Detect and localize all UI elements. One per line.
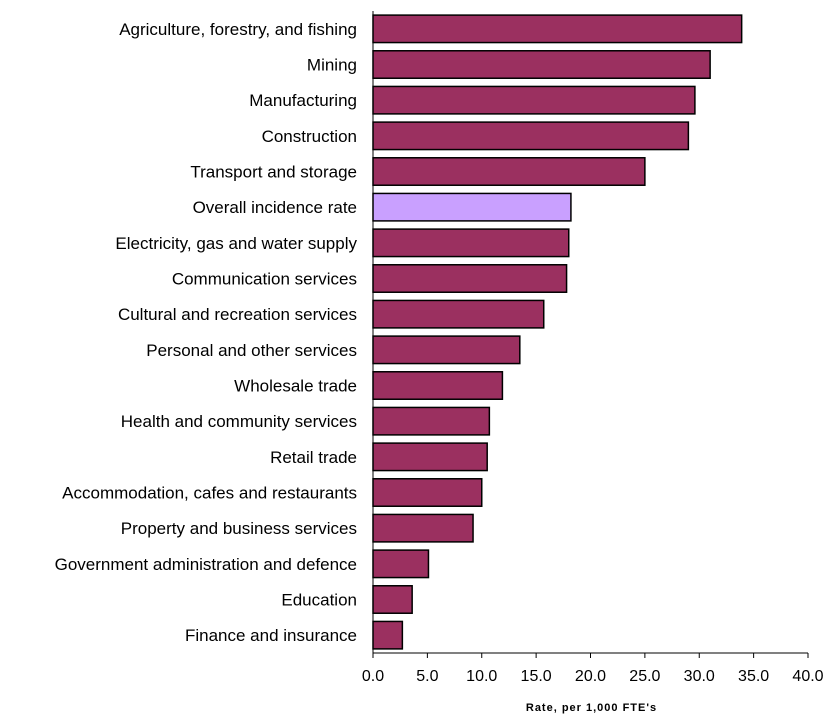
bar-7: [372, 264, 568, 293]
bar-2: [372, 85, 696, 115]
bar-15: [372, 549, 430, 579]
category-label-15: Government administration and defence: [55, 555, 357, 574]
x-tick-label-3: 15.0: [521, 668, 552, 685]
category-label-1: Mining: [307, 56, 357, 75]
x-tick-label-6: 30.0: [684, 668, 715, 685]
category-label-0: Agriculture, forestry, and fishing: [119, 20, 357, 39]
bar-5: [372, 192, 572, 222]
bar-0: [372, 14, 743, 44]
bar-12: [372, 442, 488, 472]
bar-3: [372, 121, 690, 151]
bar-4: [372, 157, 646, 186]
category-label-3: Construction: [262, 127, 357, 146]
category-label-6: Electricity, gas and water supply: [115, 234, 357, 253]
x-tick-label-4: 20.0: [575, 668, 606, 685]
category-label-4: Transport and storage: [190, 163, 357, 182]
category-label-9: Personal and other services: [146, 341, 357, 360]
x-ticks: 0.0 5.0 10.0 15.0 20.0 25.0 30.0 35.0 40.0: [362, 653, 824, 685]
bar-6: [372, 228, 570, 258]
x-tick-label-2: 10.0: [466, 668, 497, 685]
x-tick-label-5: 25.0: [629, 668, 660, 685]
category-label-14: Property and business services: [121, 519, 357, 538]
bar-14: [372, 513, 474, 543]
category-label-16: Education: [281, 591, 357, 610]
category-label-2: Manufacturing: [249, 91, 357, 110]
category-labels: Agriculture, forestry, and fishing Mining…: [55, 20, 358, 645]
x-tick-label-7: 35.0: [738, 668, 769, 685]
category-label-11: Health and community services: [121, 412, 357, 431]
x-tick-label-8: 40.0: [792, 668, 823, 685]
bars-group: [372, 14, 743, 650]
bar-16: [372, 585, 413, 614]
x-tick-label-1: 5.0: [416, 668, 438, 685]
bar-11: [372, 406, 491, 436]
category-label-5: Overall incidence rate: [193, 198, 357, 217]
category-label-13: Accommodation, cafes and restaurants: [62, 484, 357, 503]
category-label-12: Retail trade: [270, 448, 357, 467]
bar-10: [372, 371, 504, 400]
x-axis-title: Rate, per 1,000 FTE's: [526, 702, 657, 714]
category-label-7: Communication services: [172, 270, 357, 289]
bar-9: [372, 335, 521, 365]
category-label-8: Cultural and recreation services: [118, 305, 357, 324]
bar-13: [372, 478, 483, 507]
category-label-17: Finance and insurance: [185, 626, 357, 645]
x-tick-label-0: 0.0: [362, 668, 384, 685]
category-label-10: Wholesale trade: [234, 377, 357, 396]
bar-8: [372, 299, 545, 329]
bar-17: [372, 620, 404, 650]
bar-1: [372, 50, 711, 79]
